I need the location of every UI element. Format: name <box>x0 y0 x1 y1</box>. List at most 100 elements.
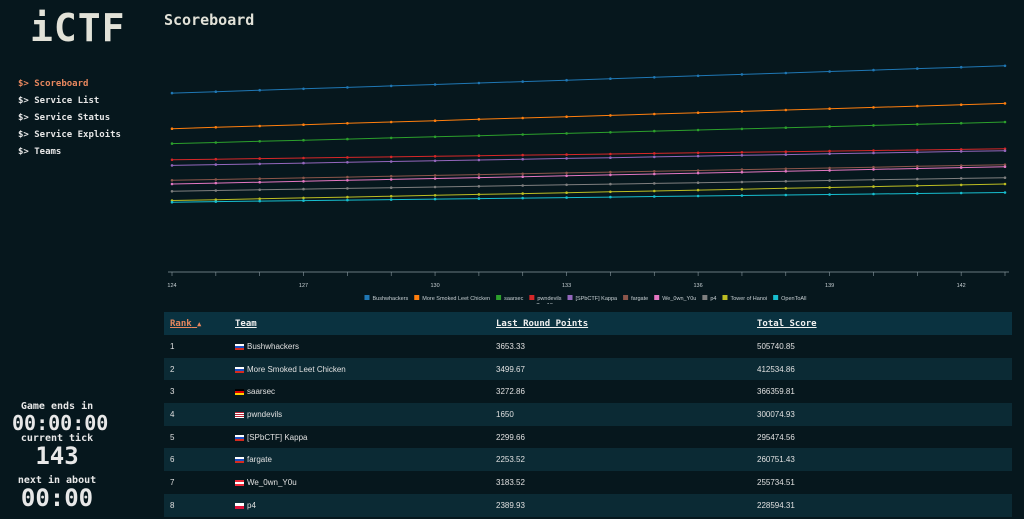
team-column-header[interactable]: Team <box>235 318 257 329</box>
data-point <box>521 175 524 178</box>
team-name[interactable]: Bushwhackers <box>247 341 300 351</box>
data-point <box>521 192 524 195</box>
last-round-points-cell: 3499.67 <box>496 364 525 374</box>
data-point <box>214 90 218 93</box>
legend-label: We_0wn_Y0u <box>662 296 696 302</box>
data-point <box>346 122 349 125</box>
team-name[interactable]: saarsec <box>247 387 276 397</box>
data-point <box>696 111 700 114</box>
series-line <box>171 121 1006 145</box>
rank-column-header[interactable]: Rank ▲ <box>164 312 229 335</box>
data-point <box>609 182 612 186</box>
data-point <box>258 180 261 184</box>
team-name[interactable]: [SPbCTF] Kappa <box>247 432 308 442</box>
data-point <box>916 67 919 70</box>
data-point <box>696 154 700 158</box>
team-name[interactable]: We_0wn_Y0u <box>247 477 297 487</box>
data-point <box>828 152 831 156</box>
data-point <box>521 196 524 200</box>
data-point <box>389 186 393 189</box>
series-line <box>171 192 1006 203</box>
data-point <box>872 192 875 196</box>
series-line <box>171 164 1006 181</box>
data-point <box>916 167 919 170</box>
country-flag-icon <box>235 411 244 418</box>
series-line <box>171 183 1006 201</box>
main-nav: $> Scoreboard $> Service List $> Service… <box>18 76 121 161</box>
data-point <box>1003 191 1007 194</box>
data-point <box>302 180 305 183</box>
data-point <box>477 185 481 188</box>
data-point <box>170 91 174 95</box>
data-point <box>609 195 612 199</box>
total-score-column-header[interactable]: Total Score <box>757 318 817 329</box>
data-point <box>740 187 744 191</box>
data-point <box>959 166 963 169</box>
data-point <box>696 188 700 192</box>
table-row: 4 pwndevils 1650 300074.93 <box>164 403 1012 426</box>
data-point <box>828 125 831 128</box>
team-name[interactable]: p4 <box>247 500 256 510</box>
data-point <box>258 199 261 203</box>
data-point <box>696 74 700 78</box>
data-point <box>1003 149 1007 152</box>
data-point <box>346 161 349 164</box>
data-point <box>565 196 568 199</box>
last-round-points-cell: 2389.93 <box>496 500 525 510</box>
team-name[interactable]: More Smoked Leet Chicken <box>247 364 346 374</box>
total-score-cell: 412534.86 <box>757 364 795 374</box>
data-point <box>389 120 393 124</box>
data-point <box>346 187 349 190</box>
app-logo[interactable]: iCTF <box>30 6 126 50</box>
data-point <box>433 155 437 158</box>
data-point <box>784 153 788 156</box>
data-point <box>784 187 788 190</box>
team-cell: [SPbCTF] Kappa <box>229 426 490 449</box>
data-point <box>653 182 656 185</box>
data-point <box>302 138 305 142</box>
country-flag-icon <box>235 479 244 486</box>
data-point <box>653 170 656 173</box>
data-point <box>609 114 612 117</box>
data-point <box>346 198 349 202</box>
last-round-column-header[interactable]: Last Round Points <box>496 318 589 329</box>
data-point <box>653 112 656 116</box>
data-point <box>916 104 919 108</box>
data-point <box>959 65 963 69</box>
data-point <box>740 73 744 76</box>
x-tick-label: 139 <box>825 283 834 289</box>
legend-label: fargate <box>631 296 648 302</box>
nav-item-service-list[interactable]: $> Service List <box>18 96 100 106</box>
data-point <box>170 190 174 193</box>
data-point <box>609 170 612 174</box>
data-point <box>784 193 788 197</box>
data-point <box>346 179 349 182</box>
chart-caption: Top 10 <box>536 303 553 304</box>
data-point <box>828 149 831 153</box>
nav-item-teams[interactable]: $> Teams <box>18 147 62 157</box>
data-point <box>872 149 875 152</box>
data-point <box>828 169 831 172</box>
table-row: 7 We_0wn_Y0u 3183.52 255734.51 <box>164 471 1012 494</box>
legend-swatch <box>654 295 660 300</box>
data-point <box>389 178 393 181</box>
country-flag-icon <box>235 502 244 509</box>
data-point <box>477 193 481 196</box>
data-point <box>784 180 788 183</box>
table-row: 2 More Smoked Leet Chicken 3499.67 412534.8… <box>164 357 1012 381</box>
data-point <box>170 127 174 130</box>
data-point <box>477 81 481 85</box>
nav-item-scoreboard[interactable]: $> Scoreboard <box>18 79 89 89</box>
data-point <box>696 169 700 172</box>
x-tick-label: 130 <box>430 283 439 289</box>
x-tick-label: 124 <box>167 283 176 289</box>
data-point <box>784 170 788 173</box>
data-point <box>433 83 437 86</box>
team-name[interactable]: fargate <box>247 455 272 465</box>
nav-item-service-status[interactable]: $> Service Status <box>18 113 111 123</box>
data-point <box>433 177 437 180</box>
data-point <box>214 200 218 203</box>
team-name[interactable]: pwndevils <box>247 409 283 419</box>
nav-item-service-exploits[interactable]: $> Service Exploits <box>18 130 121 140</box>
next-tick-timer: next in about 00:00 <box>12 475 102 510</box>
